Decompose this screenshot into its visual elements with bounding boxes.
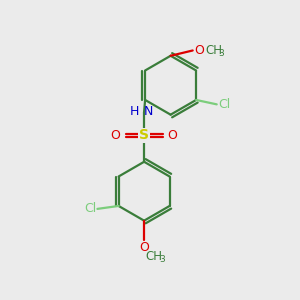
Text: O: O (194, 44, 204, 57)
Text: CH: CH (205, 44, 222, 57)
Text: H: H (129, 105, 139, 118)
Text: Cl: Cl (84, 202, 96, 215)
Text: Cl: Cl (218, 98, 230, 111)
Text: O: O (111, 129, 121, 142)
Text: 3: 3 (159, 255, 165, 264)
Text: CH: CH (146, 250, 163, 263)
Text: O: O (168, 129, 178, 142)
Text: 3: 3 (218, 49, 224, 58)
Text: N: N (144, 105, 154, 118)
Text: O: O (139, 241, 149, 254)
Text: S: S (139, 128, 149, 142)
